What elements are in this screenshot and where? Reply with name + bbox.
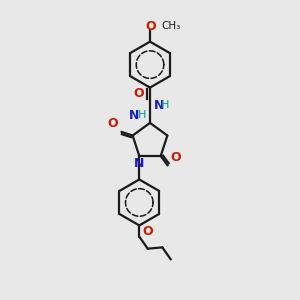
Text: O: O — [171, 151, 181, 164]
Text: O: O — [146, 20, 157, 33]
Text: O: O — [142, 224, 153, 238]
Text: H: H — [138, 110, 146, 120]
Text: N: N — [154, 99, 164, 112]
Text: O: O — [108, 117, 119, 130]
Text: N: N — [128, 109, 139, 122]
Text: O: O — [133, 87, 143, 100]
Text: N: N — [134, 158, 145, 170]
Text: H: H — [161, 100, 170, 110]
Text: CH₃: CH₃ — [161, 21, 180, 31]
